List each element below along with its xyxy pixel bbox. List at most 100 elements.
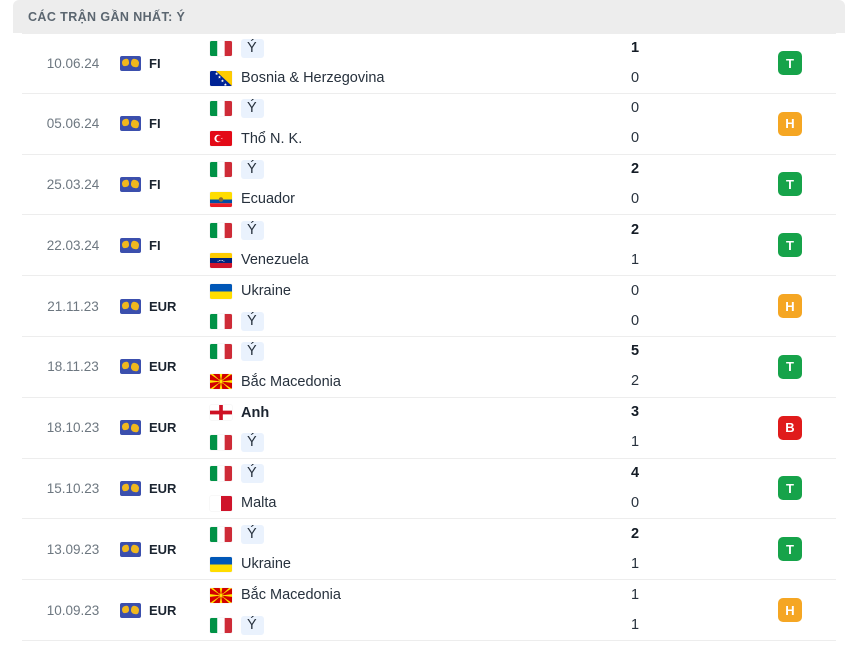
team-home[interactable]: Ý xyxy=(210,342,599,362)
away-score: 1 xyxy=(631,251,640,268)
match-league[interactable]: EUR xyxy=(120,602,198,618)
team-away[interactable]: Venezuela xyxy=(210,251,599,270)
match-league[interactable]: EUR xyxy=(120,541,198,557)
status-badge: H xyxy=(778,598,802,623)
team-away[interactable]: Ý xyxy=(210,311,599,331)
match-league[interactable]: EUR xyxy=(120,480,198,496)
world-map-icon xyxy=(120,116,141,132)
match-teams: Ý Venezuela xyxy=(198,220,599,270)
match-row[interactable]: 22.03.24 FI Ý Venezuela 2 1 T xyxy=(22,215,836,277)
home-score: 3 xyxy=(631,404,640,421)
match-row[interactable]: 21.11.23 EUR Ukraine Ý 0 0 H xyxy=(22,276,836,337)
league-code: FI xyxy=(149,55,161,71)
home-score: 5 xyxy=(631,343,640,360)
match-row[interactable]: 25.03.24 FI Ý Ecuador 2 0 T xyxy=(22,155,836,216)
flag-icon-italy xyxy=(210,101,232,117)
match-row[interactable]: 18.10.23 EUR Anh Ý 3 1 B xyxy=(22,398,836,459)
away-score: 1 xyxy=(631,555,640,572)
team-home[interactable]: Ý xyxy=(210,220,599,240)
team-name: Ý xyxy=(241,99,264,119)
world-map-icon xyxy=(120,176,141,192)
match-date: 05.06.24 xyxy=(46,116,100,132)
team-home[interactable]: Ý xyxy=(210,99,599,119)
match-row[interactable]: 13.09.23 EUR Ý Ukraine 2 1 T xyxy=(22,519,836,581)
team-away[interactable]: Ecuador xyxy=(210,190,599,209)
flag-icon-italy xyxy=(210,465,232,481)
team-away[interactable]: Thổ N. K. xyxy=(210,129,599,148)
team-home[interactable]: Anh xyxy=(210,403,599,422)
flag-icon-macedonia xyxy=(210,587,232,603)
away-score: 1 xyxy=(631,434,640,451)
flag-icon-ecuador xyxy=(210,191,232,207)
match-league[interactable]: FI xyxy=(120,176,198,192)
team-home[interactable]: Ý xyxy=(210,463,599,483)
team-away[interactable]: Bắc Macedonia xyxy=(210,372,599,391)
team-home[interactable]: Ý xyxy=(210,159,599,179)
world-map-icon xyxy=(120,55,141,71)
match-row[interactable]: 10.06.24 FI Ý Bosnia & Herzegovina 1 0 T xyxy=(22,33,836,94)
status-badge: B xyxy=(778,415,802,440)
world-map-icon xyxy=(120,298,141,314)
world-map-icon xyxy=(120,602,141,618)
world-map-icon xyxy=(120,420,141,436)
home-score: 1 xyxy=(631,39,640,56)
match-league[interactable]: FI xyxy=(120,237,198,253)
team-away[interactable]: Malta xyxy=(210,494,599,513)
team-name: Ecuador xyxy=(241,191,296,208)
world-map-icon xyxy=(120,541,141,557)
match-league[interactable]: FI xyxy=(120,55,198,71)
team-away[interactable]: Bosnia & Herzegovina xyxy=(210,69,599,88)
flag-icon-italy xyxy=(210,526,232,542)
team-away[interactable]: Ukraine xyxy=(210,555,599,574)
status-badge: T xyxy=(778,354,802,379)
match-teams: Ý Ecuador xyxy=(198,159,599,209)
league-code: EUR xyxy=(149,602,177,618)
match-result: H xyxy=(744,111,836,136)
match-league[interactable]: EUR xyxy=(120,420,198,436)
match-teams: Ý Malta xyxy=(198,463,599,513)
flag-icon-ukraine xyxy=(210,283,232,299)
team-name: Ý xyxy=(241,311,264,331)
match-date: 25.03.24 xyxy=(46,176,100,192)
status-badge: T xyxy=(778,537,802,562)
team-name: Anh xyxy=(241,404,270,421)
flag-icon-macedonia xyxy=(210,374,232,390)
match-teams: Ý Bắc Macedonia xyxy=(198,342,599,391)
match-result: T xyxy=(744,51,836,76)
match-result: T xyxy=(744,476,836,501)
match-league[interactable]: EUR xyxy=(120,359,198,375)
team-home[interactable]: Ukraine xyxy=(210,282,599,301)
league-code: EUR xyxy=(149,480,177,496)
match-row[interactable]: 18.11.23 EUR Ý Bắc Macedonia 5 2 T xyxy=(22,337,836,398)
match-date: 10.09.23 xyxy=(46,602,100,618)
team-home[interactable]: Ý xyxy=(210,38,599,58)
league-code: FI xyxy=(149,116,161,132)
team-name: Ý xyxy=(241,159,264,179)
team-home[interactable]: Ý xyxy=(210,524,599,544)
team-home[interactable]: Bắc Macedonia xyxy=(210,586,599,605)
match-result: T xyxy=(744,354,836,379)
team-name: Ý xyxy=(241,220,264,240)
team-name: Bắc Macedonia xyxy=(241,587,341,604)
match-league[interactable]: FI xyxy=(120,116,198,132)
league-code: FI xyxy=(149,237,161,253)
home-score: 2 xyxy=(631,160,640,177)
away-score: 0 xyxy=(631,494,640,511)
match-row[interactable]: 10.09.23 EUR Bắc Macedonia Ý 1 1 H xyxy=(22,580,836,641)
away-score: 0 xyxy=(631,130,640,147)
match-row[interactable]: 05.06.24 FI Ý Thổ N. K. 0 0 H xyxy=(22,94,836,155)
away-score: 0 xyxy=(631,312,640,329)
team-away[interactable]: Ý xyxy=(210,433,599,453)
home-score: 2 xyxy=(631,221,640,238)
match-row[interactable]: 15.10.23 EUR Ý Malta 4 0 T xyxy=(22,459,836,520)
home-score: 0 xyxy=(631,282,640,299)
team-name: Ý xyxy=(241,342,264,362)
match-league[interactable]: EUR xyxy=(120,298,198,314)
team-away[interactable]: Ý xyxy=(210,615,599,635)
flag-icon-malta xyxy=(210,495,232,511)
